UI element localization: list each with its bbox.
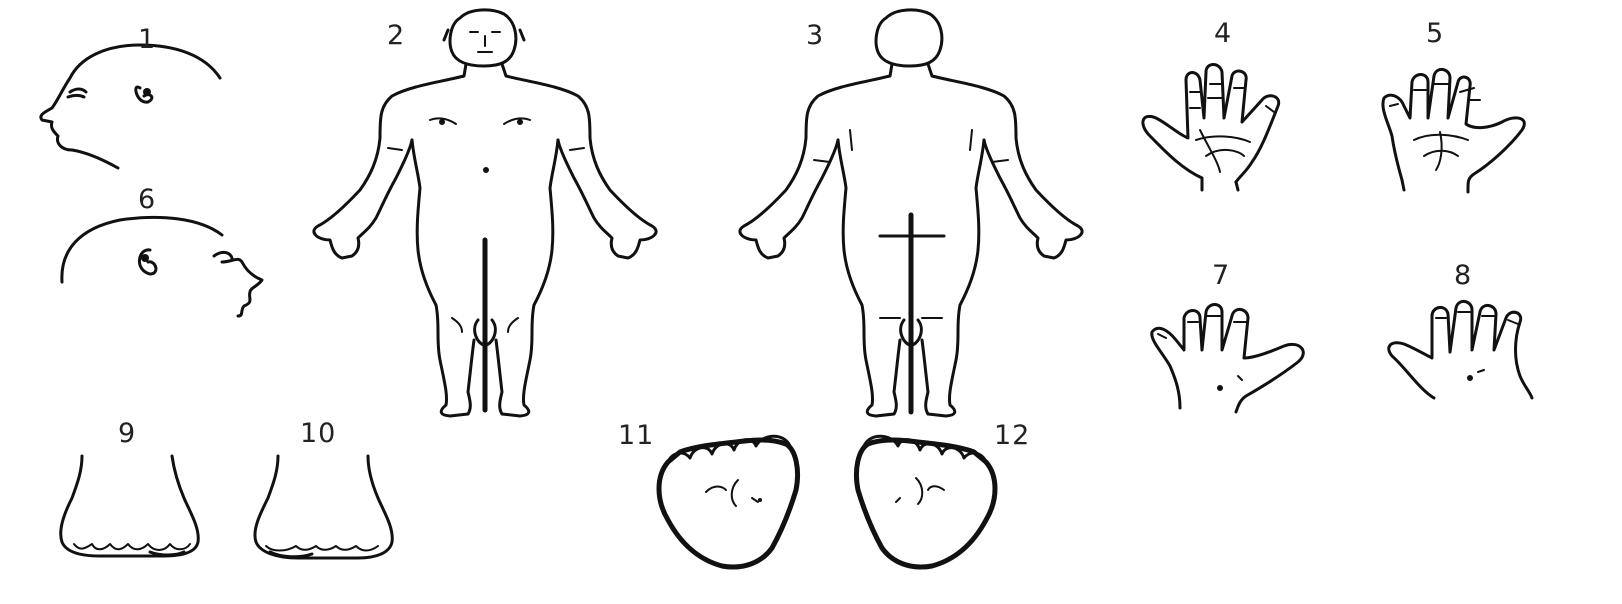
view-label-9: 9 <box>118 418 137 449</box>
head-profile-1-icon <box>39 43 222 170</box>
view-label-5: 5 <box>1426 18 1445 49</box>
view-label-11: 11 <box>618 420 655 451</box>
view-label-6: 6 <box>138 184 157 215</box>
foot-top-10-icon <box>253 454 394 560</box>
view-label-2: 2 <box>387 20 406 51</box>
view-label-4: 4 <box>1214 18 1233 49</box>
body-front-icon <box>312 8 658 418</box>
view-label-1: 1 <box>138 24 157 55</box>
body-back-icon <box>738 8 1084 418</box>
palm-4-icon <box>1141 63 1281 192</box>
view-label-8: 8 <box>1454 260 1473 291</box>
hand-back-8-icon <box>1387 300 1534 400</box>
hand-back-7-icon <box>1150 303 1305 414</box>
head-profile-6-icon <box>60 215 264 318</box>
view-label-7: 7 <box>1212 260 1231 291</box>
palm-5-icon <box>1381 68 1526 194</box>
foot-sole-11-icon <box>656 434 801 570</box>
view-label-3: 3 <box>806 20 825 51</box>
foot-sole-12-icon <box>853 434 998 570</box>
view-label-12: 12 <box>994 420 1031 451</box>
foot-top-9-icon <box>59 454 200 558</box>
view-label-10: 10 <box>300 418 337 449</box>
